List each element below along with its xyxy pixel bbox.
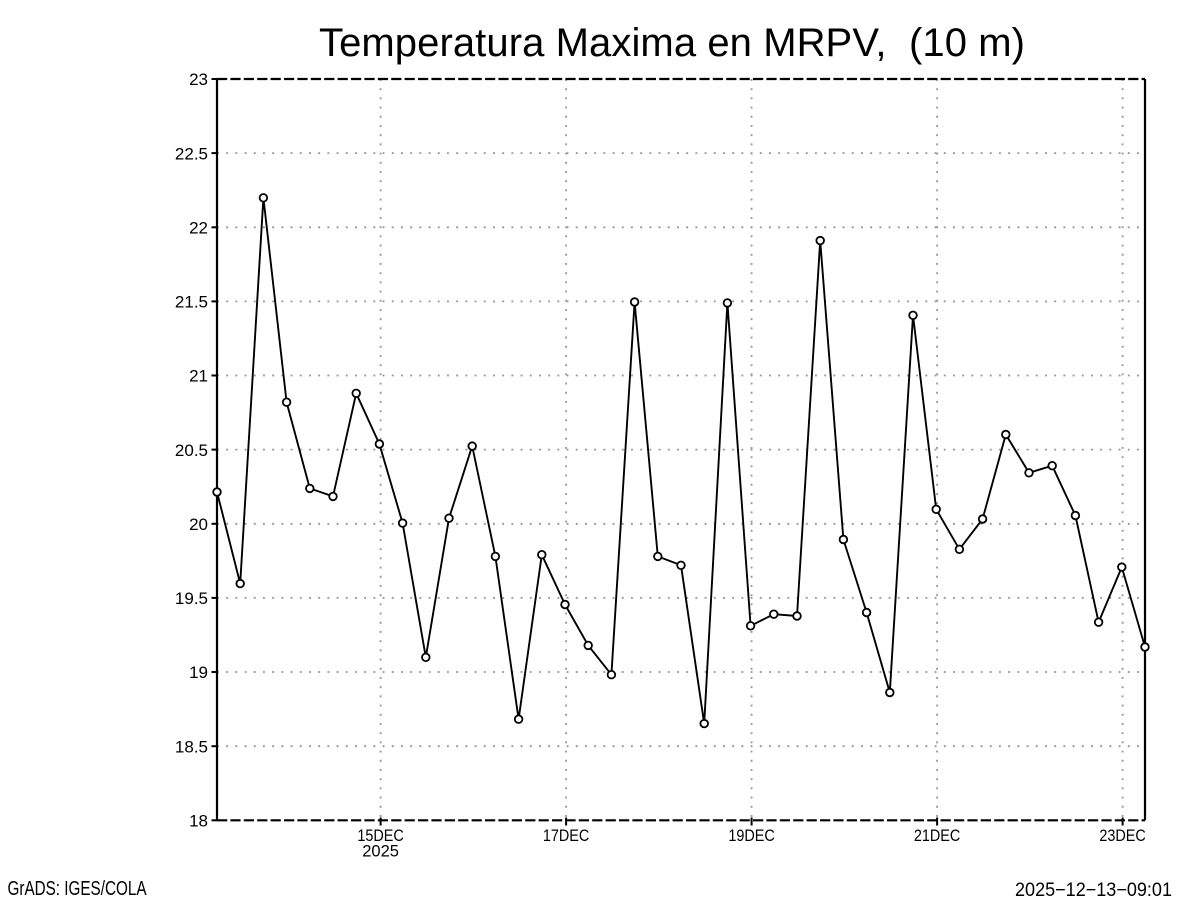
svg-text:Temperatura Maxima en MRPV, (: Temperatura Maxima en MRPV, (10 m) <box>319 21 1025 65</box>
svg-text:19DEC: 19DEC <box>728 826 775 845</box>
svg-text:18: 18 <box>189 812 208 831</box>
svg-text:21: 21 <box>189 367 208 386</box>
svg-text:19: 19 <box>189 663 208 682</box>
svg-text:20.5: 20.5 <box>175 441 208 460</box>
svg-text:18.5: 18.5 <box>175 737 208 756</box>
svg-text:19.5: 19.5 <box>175 589 208 608</box>
svg-text:2025: 2025 <box>362 842 399 861</box>
svg-text:22.5: 22.5 <box>175 144 208 163</box>
svg-text:GrADS: IGES/COLA: GrADS: IGES/COLA <box>8 878 148 900</box>
svg-text:23DEC: 23DEC <box>1099 826 1146 845</box>
svg-text:2025−12−13−09:01: 2025−12−13−09:01 <box>1015 880 1172 900</box>
svg-text:22: 22 <box>189 219 208 238</box>
svg-text:21.5: 21.5 <box>175 293 208 312</box>
svg-text:23: 23 <box>189 70 208 89</box>
svg-text:17DEC: 17DEC <box>543 826 590 845</box>
svg-text:21DEC: 21DEC <box>914 826 961 845</box>
svg-text:20: 20 <box>189 515 208 534</box>
svg-text:15DEC: 15DEC <box>357 826 404 845</box>
